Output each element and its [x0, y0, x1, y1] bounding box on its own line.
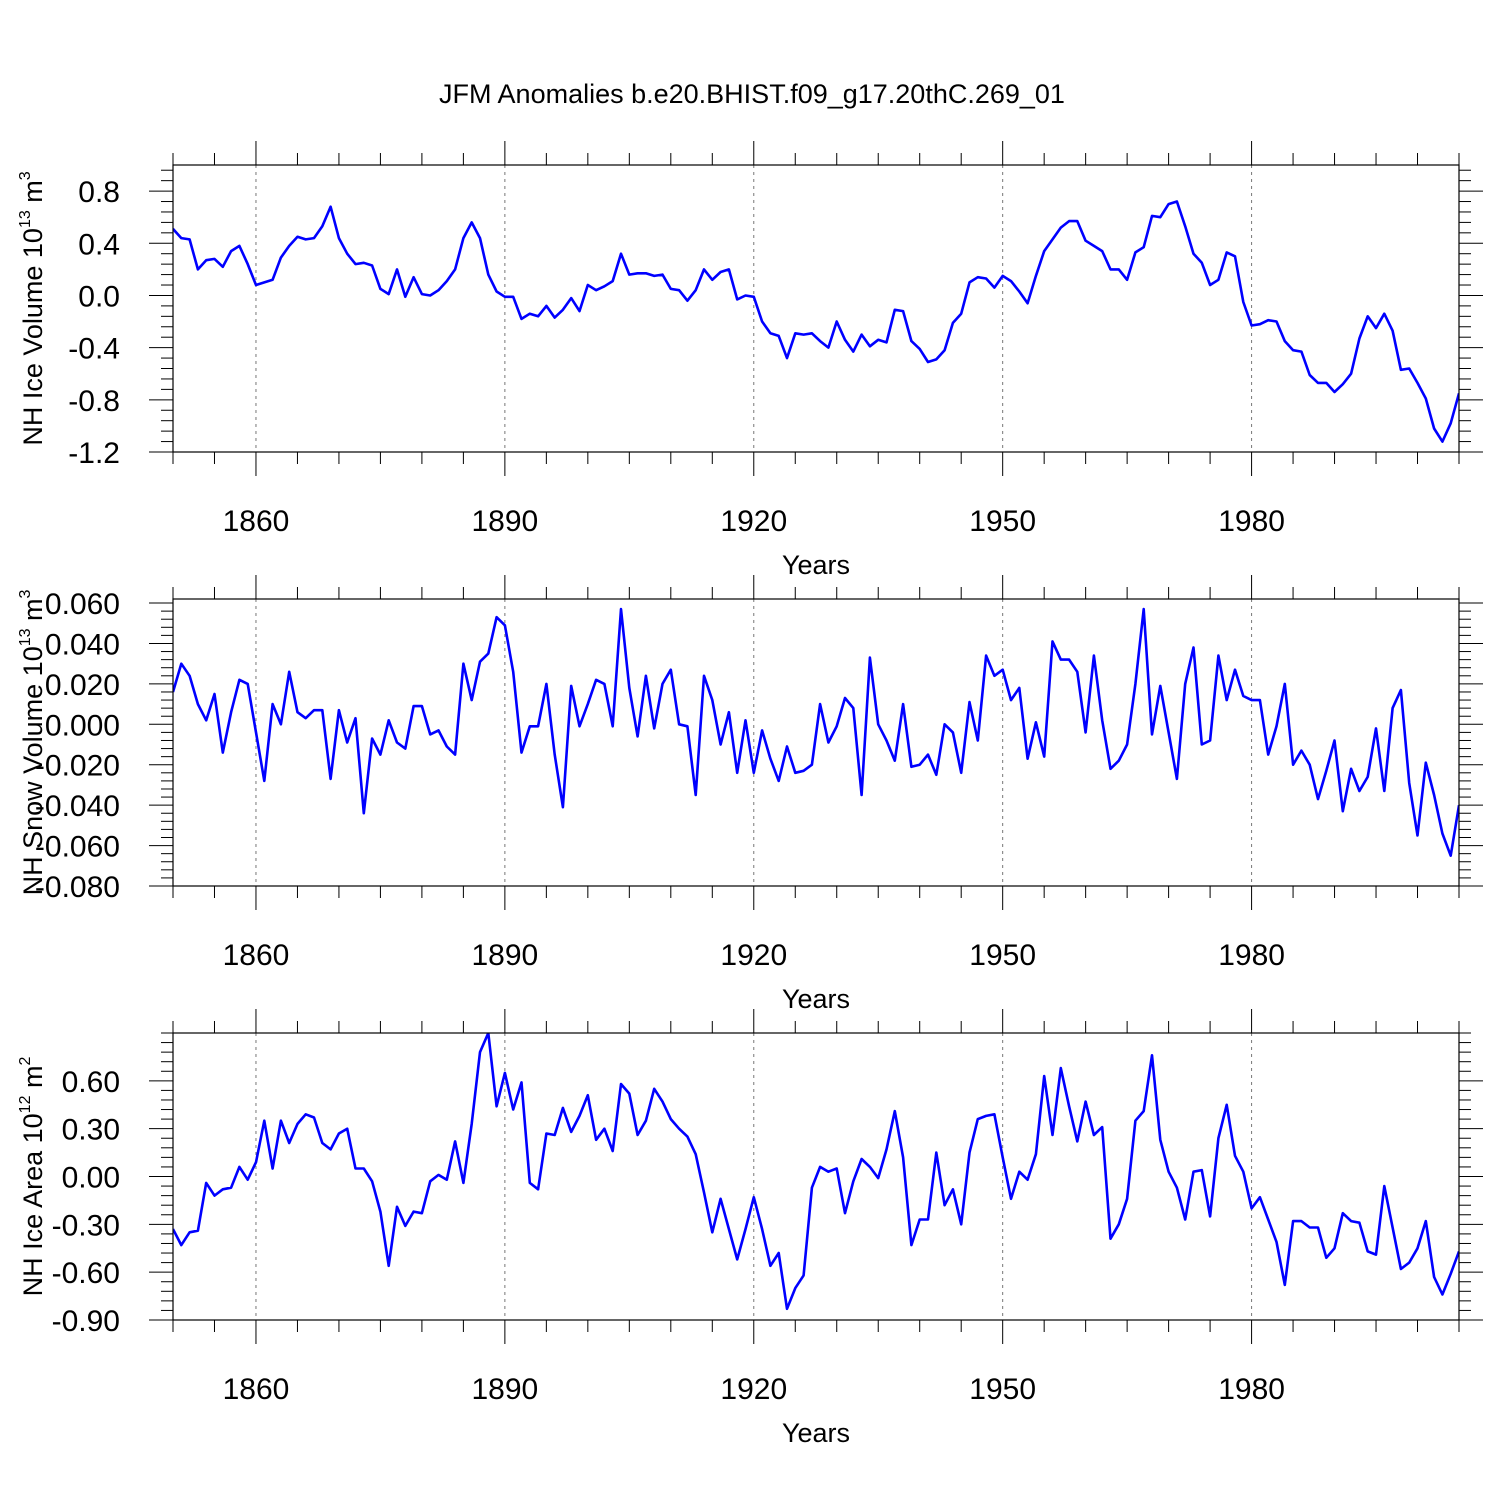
plot-frame — [172, 164, 1460, 453]
y-tick-label: -1.2 — [68, 437, 120, 470]
y-tick-label: 0.30 — [62, 1114, 120, 1147]
x-tick-label: 1980 — [1218, 1373, 1285, 1406]
x-tick-label: 1890 — [471, 1373, 538, 1406]
x-tick-label: 1980 — [1218, 939, 1285, 972]
figure-title: JFM Anomalies b.e20.BHIST.f09_g17.20thC.… — [439, 79, 1065, 109]
plot-frame — [172, 1032, 1460, 1321]
y-tick-label: -0.30 — [52, 1209, 120, 1242]
series-line — [173, 607, 1459, 858]
panel-middle: 1860 1890 1920 1950 1980 -0.080 -0.060 -0.040 -0… — [17, 575, 1483, 1014]
y-axis-label: NH Snow Volume 1013 m3 — [17, 589, 48, 895]
x-tick-label: 1860 — [223, 505, 290, 538]
y-tick-label: -0.080 — [35, 871, 120, 904]
x-tick-label: 1950 — [969, 1373, 1036, 1406]
x-tick-label: 1950 — [969, 505, 1036, 538]
y-axis-label: NH Ice Volume 1013 m3 — [17, 171, 48, 445]
x-tick-label: 1860 — [223, 939, 290, 972]
x-axis-label: Years — [782, 984, 850, 1014]
x-tick-label: 1860 — [223, 1373, 290, 1406]
y-tick-label: 0.4 — [78, 228, 120, 261]
y-tick-label: -0.4 — [68, 333, 120, 366]
x-axis-label: Years — [782, 1418, 850, 1448]
y-axis-label: NH Ice Area 1012 m2 — [17, 1057, 48, 1297]
y-tick-label: -0.90 — [52, 1305, 120, 1338]
y-tick-label: -0.040 — [35, 790, 120, 823]
y-tick-label: -0.8 — [68, 385, 120, 418]
y-tick-label: -0.060 — [35, 831, 120, 864]
panel-bottom: 1860 1890 1920 1950 1980 -0.90 -0.60 -0.30 0.00 0… — [17, 1009, 1483, 1448]
y-tick-label: -0.60 — [52, 1257, 120, 1290]
x-tick-label: 1980 — [1218, 505, 1285, 538]
x-axis-label: Years — [782, 550, 850, 580]
y-tick-label: 0.040 — [45, 628, 120, 661]
y-tick-label: 0.020 — [45, 669, 120, 702]
x-tick-label: 1950 — [969, 939, 1036, 972]
y-tick-label: -0.020 — [35, 750, 120, 783]
x-tick-label: 1920 — [720, 505, 787, 538]
y-tick-label: 0.060 — [45, 588, 120, 621]
panel-top: 1860 1890 1920 1950 1980 -1.2 -0.8 -0.4 0.0 0.4 0.… — [17, 141, 1483, 580]
plot-frame — [172, 598, 1460, 887]
x-tick-label: 1890 — [471, 505, 538, 538]
y-tick-label: 0.8 — [78, 176, 120, 209]
x-tick-label: 1890 — [471, 939, 538, 972]
y-tick-label: 0.0 — [78, 280, 120, 313]
series-line — [173, 1033, 1459, 1311]
x-tick-label: 1920 — [720, 1373, 787, 1406]
y-tick-label: 0.000 — [45, 709, 120, 742]
x-tick-label: 1920 — [720, 939, 787, 972]
y-tick-label: 0.00 — [62, 1162, 120, 1195]
series-line — [173, 200, 1459, 443]
y-tick-label: 0.60 — [62, 1066, 120, 1099]
